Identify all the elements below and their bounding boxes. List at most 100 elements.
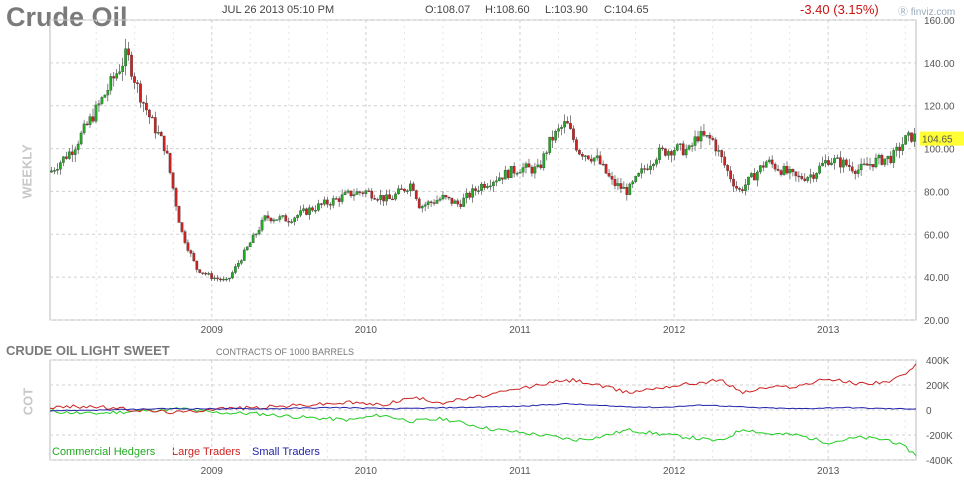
cot-y-tick: -200K bbox=[926, 431, 953, 442]
candle-body bbox=[150, 116, 154, 119]
candle-body bbox=[856, 169, 860, 174]
candle-body bbox=[308, 207, 311, 215]
candle-body bbox=[619, 183, 623, 189]
candle-body bbox=[239, 260, 243, 264]
candle-body bbox=[73, 149, 77, 155]
candle-body bbox=[385, 194, 388, 202]
candle-body bbox=[388, 194, 391, 200]
candle-body bbox=[895, 146, 899, 151]
candle-body bbox=[747, 176, 750, 185]
candle-body bbox=[118, 71, 122, 74]
candle-body bbox=[824, 160, 827, 164]
candle-body bbox=[705, 135, 709, 137]
candle-body bbox=[616, 183, 620, 186]
candle-body bbox=[913, 133, 916, 142]
chart-title: Crude Oil bbox=[6, 2, 128, 32]
candle-body bbox=[346, 190, 350, 193]
candle-body bbox=[462, 197, 466, 207]
candle-body bbox=[56, 169, 59, 171]
candle-body bbox=[414, 190, 418, 200]
candle-body bbox=[729, 170, 732, 180]
candle-body bbox=[524, 163, 528, 168]
candle-body bbox=[355, 191, 359, 195]
candle-body bbox=[225, 278, 228, 281]
candle-body bbox=[661, 147, 664, 150]
candle-body bbox=[850, 166, 854, 172]
candle-body bbox=[830, 162, 833, 165]
candle-body bbox=[803, 178, 807, 181]
candle-body bbox=[420, 206, 424, 209]
candle-body bbox=[325, 199, 329, 205]
candle-body bbox=[494, 180, 498, 183]
candle-body bbox=[699, 131, 703, 142]
candle-body bbox=[847, 165, 851, 167]
candle-body bbox=[441, 195, 445, 200]
candle-body bbox=[275, 219, 279, 221]
candle-body bbox=[168, 152, 172, 173]
candle-body bbox=[337, 198, 341, 202]
candle-body bbox=[536, 164, 540, 167]
candle-body bbox=[598, 155, 602, 165]
candle-body bbox=[177, 206, 181, 223]
candle-body bbox=[693, 136, 697, 146]
legend-large: Large Traders bbox=[172, 446, 241, 458]
candle-body bbox=[293, 217, 297, 222]
datetime-label: JUL 26 2013 05:10 PM bbox=[222, 4, 335, 16]
close-value: C:104.65 bbox=[604, 4, 649, 16]
candle-body bbox=[877, 154, 881, 159]
candle-body bbox=[839, 157, 842, 168]
candle-body bbox=[109, 76, 113, 91]
candle-body bbox=[97, 103, 101, 106]
candle-body bbox=[85, 123, 89, 126]
candle-body bbox=[806, 177, 810, 181]
candle-body bbox=[438, 198, 442, 201]
candle-body bbox=[435, 200, 439, 204]
cot-x-tick: 2011 bbox=[509, 466, 531, 477]
candle-body bbox=[785, 166, 789, 174]
candle-body bbox=[453, 200, 457, 204]
candle-body bbox=[305, 208, 308, 215]
candle-body bbox=[115, 73, 119, 79]
candle-body bbox=[139, 83, 142, 103]
candle-body bbox=[361, 192, 365, 194]
candle-body bbox=[551, 136, 555, 141]
last-price-label: 104.65 bbox=[922, 135, 953, 146]
candle-body bbox=[809, 174, 813, 178]
candle-body bbox=[566, 121, 569, 124]
candle-body bbox=[278, 216, 282, 220]
candle-body bbox=[477, 190, 480, 192]
candle-body bbox=[429, 201, 433, 203]
candle-body bbox=[311, 207, 314, 211]
candle-body bbox=[103, 94, 107, 98]
candle-body bbox=[767, 159, 771, 163]
price-x-tick: 2012 bbox=[663, 325, 686, 336]
candle-body bbox=[198, 269, 202, 273]
candle-body bbox=[296, 215, 299, 219]
brand-link[interactable]: Ⓡ finviz.com bbox=[898, 7, 956, 18]
candle-body bbox=[634, 176, 638, 182]
candles bbox=[50, 38, 916, 283]
candle-body bbox=[738, 188, 741, 190]
candle-body bbox=[373, 198, 377, 200]
candle-body bbox=[865, 163, 869, 166]
candle-body bbox=[148, 109, 151, 118]
cot-x-tick: 2009 bbox=[201, 466, 224, 477]
candle-body bbox=[272, 219, 276, 222]
candle-body bbox=[714, 139, 718, 152]
candle-body bbox=[613, 179, 617, 186]
candle-body bbox=[468, 192, 472, 198]
candle-body bbox=[586, 155, 590, 160]
cot-y-tick: -400K bbox=[926, 456, 953, 467]
legend-small: Small Traders bbox=[252, 446, 320, 458]
candle-body bbox=[180, 222, 184, 232]
candle-body bbox=[127, 48, 130, 56]
candle-body bbox=[130, 54, 133, 77]
cot-series-line bbox=[49, 402, 917, 412]
candle-body bbox=[779, 170, 783, 175]
candle-body bbox=[533, 166, 537, 174]
candle-body bbox=[497, 177, 501, 181]
candle-body bbox=[207, 273, 211, 275]
candle-body bbox=[450, 197, 454, 204]
candle-body bbox=[735, 186, 738, 189]
candle-body bbox=[690, 145, 694, 147]
